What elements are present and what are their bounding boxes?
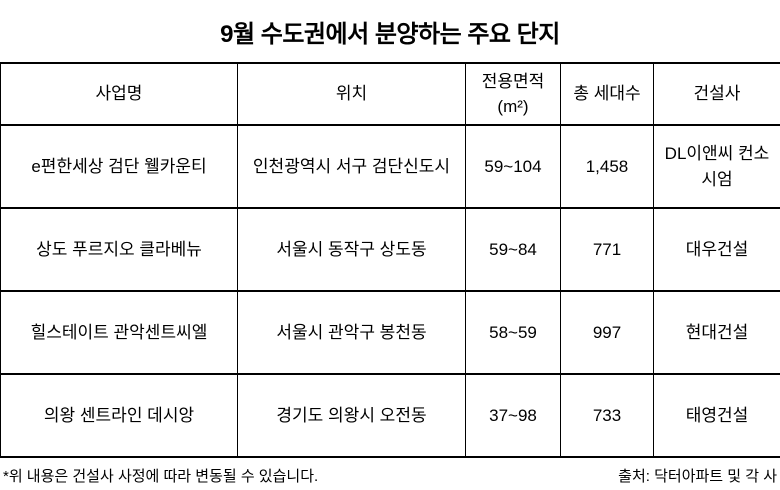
cell-location: 서울시 동작구 상도동 <box>237 207 466 292</box>
cell-total-households: 771 <box>560 207 654 292</box>
cell-project-name: 힐스테이트 관악센트씨엘 <box>0 290 238 375</box>
table-header-row: 사업명 위치 전용면적 (m²) 총 세대수 건설사 <box>0 62 780 126</box>
cell-project-name: 의왕 센트라인 데시앙 <box>0 373 238 458</box>
col-header-location: 위치 <box>237 62 466 126</box>
cell-total-households: 733 <box>560 373 654 458</box>
source-text: 출처: 닥터아파트 및 각 사 <box>618 468 777 485</box>
table-row: 힐스테이트 관악센트씨엘 서울시 관악구 봉천동 58~59 997 현대건설 <box>0 290 780 375</box>
footnote-text: *위 내용은 건설사 사정에 따라 변동될 수 있습니다. <box>3 468 319 485</box>
page-title: 9월 수도권에서 분양하는 주요 단지 <box>220 20 560 48</box>
cell-exclusive-area: 59~84 <box>465 207 561 292</box>
col-header-project-name: 사업명 <box>0 62 238 126</box>
col-header-total-households: 총 세대수 <box>560 62 654 126</box>
cell-exclusive-area: 58~59 <box>465 290 561 375</box>
cell-project-name: 상도 푸르지오 클라베뉴 <box>0 207 238 292</box>
cell-location: 서울시 관악구 봉천동 <box>237 290 466 375</box>
table-row: e편한세상 검단 웰카운티 인천광역시 서구 검단신도시 59~104 1,45… <box>0 124 780 209</box>
cell-exclusive-area: 37~98 <box>465 373 561 458</box>
cell-builder: DL이앤씨 컨소시엄 <box>653 124 780 209</box>
cell-builder: 현대건설 <box>653 290 780 375</box>
cell-total-households: 997 <box>560 290 654 375</box>
footer: *위 내용은 건설사 사정에 따라 변동될 수 있습니다. 출처: 닥터아파트 … <box>0 458 780 486</box>
complex-table: 사업명 위치 전용면적 (m²) 총 세대수 건설사 e편한세상 검단 웰카운티… <box>0 62 780 458</box>
table-row: 상도 푸르지오 클라베뉴 서울시 동작구 상도동 59~84 771 대우건설 <box>0 207 780 292</box>
cell-location: 인천광역시 서구 검단신도시 <box>237 124 466 209</box>
cell-builder: 태영건설 <box>653 373 780 458</box>
table-row: 의왕 센트라인 데시앙 경기도 의왕시 오전동 37~98 733 태영건설 <box>0 373 780 458</box>
cell-builder: 대우건설 <box>653 207 780 292</box>
cell-exclusive-area: 59~104 <box>465 124 561 209</box>
cell-location: 경기도 의왕시 오전동 <box>237 373 466 458</box>
col-header-exclusive-area: 전용면적 (m²) <box>465 62 561 126</box>
cell-total-households: 1,458 <box>560 124 654 209</box>
cell-project-name: e편한세상 검단 웰카운티 <box>0 124 238 209</box>
col-header-builder: 건설사 <box>653 62 780 126</box>
